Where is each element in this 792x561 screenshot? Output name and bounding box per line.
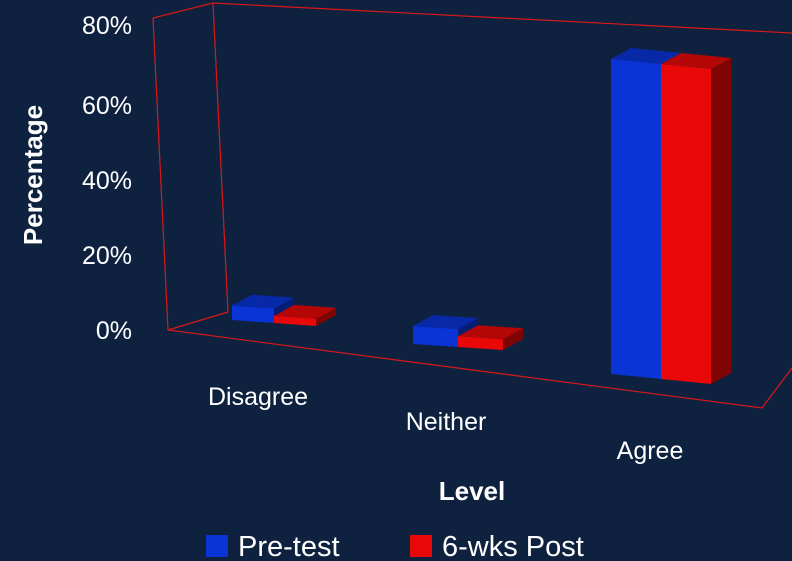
y-axis-ticks: 0% 20% 40% 60% 80% — [82, 12, 132, 345]
y-tick-label: 40% — [82, 167, 132, 195]
y-tick-label: 20% — [82, 242, 132, 270]
bar-front — [611, 58, 661, 380]
x-category-label: Neither — [406, 408, 487, 436]
bars — [232, 47, 731, 385]
bar-top — [274, 304, 336, 319]
chart-frame — [152, 2, 792, 409]
bar-6-wks-post-disagree — [274, 304, 336, 326]
y-tick-label: 80% — [82, 12, 132, 40]
bar-6-wks-post-agree — [661, 52, 731, 385]
legend-swatch-6-wks-post — [410, 535, 432, 557]
bar-top — [611, 47, 681, 64]
bar-front — [458, 336, 503, 350]
bar-front — [413, 326, 458, 347]
bar-front — [274, 315, 316, 326]
legend-label-pre-test: Pre-test — [238, 531, 340, 561]
x-category-label: Agree — [617, 437, 684, 465]
y-tick-label: 0% — [96, 317, 132, 345]
bar-6-wks-post-neither — [458, 325, 523, 350]
bar-front — [232, 305, 274, 323]
bar-top — [458, 325, 523, 340]
legend-label-6-wks-post: 6-wks Post — [442, 531, 584, 561]
legend-swatch-pre-test — [206, 535, 228, 557]
bar-top — [413, 315, 478, 330]
legend: Pre-test 6-wks Post — [206, 531, 584, 561]
bar-top — [232, 294, 294, 309]
x-axis-categories: Disagree Neither Agree — [208, 383, 683, 465]
y-axis-title: Percentage — [18, 105, 48, 245]
bar-front — [661, 63, 711, 385]
y-tick-label: 60% — [82, 92, 132, 120]
x-category-label: Disagree — [208, 383, 308, 411]
bar-side — [316, 307, 336, 326]
x-axis-title: Level — [439, 476, 506, 506]
bar-top — [661, 52, 731, 69]
bar-side — [503, 328, 523, 350]
bar-side — [711, 57, 731, 385]
